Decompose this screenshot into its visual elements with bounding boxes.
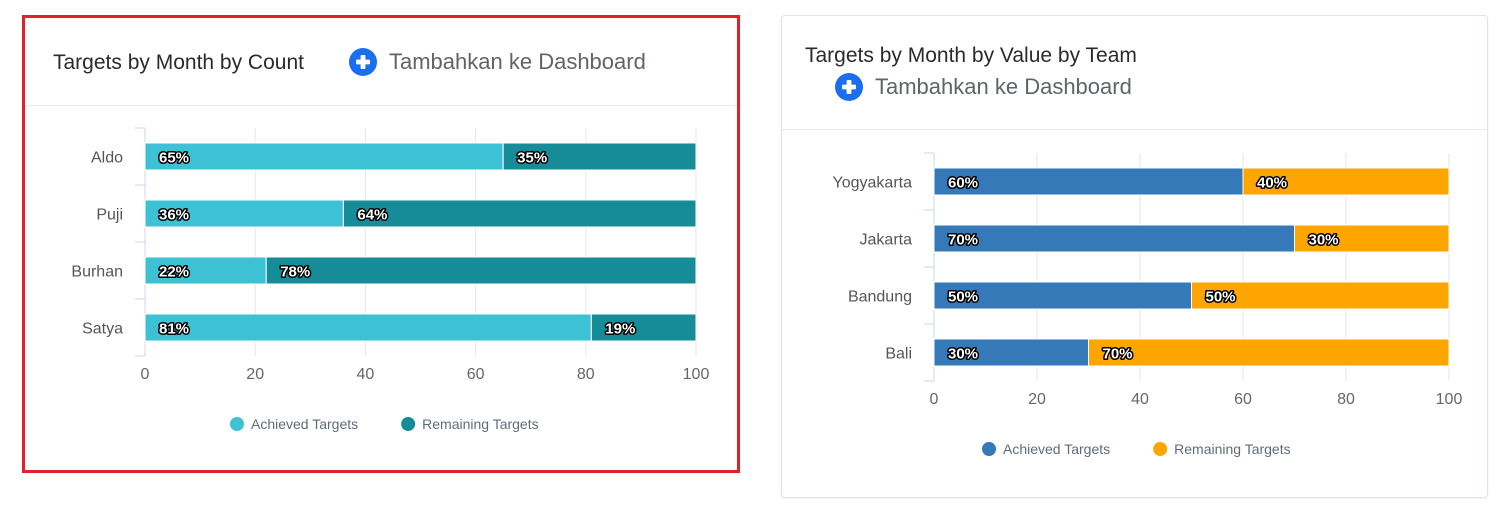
bar-segment: [1242, 167, 1450, 196]
data-label: 81%: [159, 321, 189, 338]
plus-circle-icon: [835, 73, 863, 101]
data-label: 22%: [159, 264, 189, 281]
x-tick-label: 100: [683, 366, 710, 383]
stacked-bar-chart-value-by-team: Yogyakarta 60% 40% Jakarta 70% 30% Bandung 50% 5…: [833, 152, 1463, 457]
add-to-dashboard-button[interactable]: Tambahkan ke Dashboard: [835, 73, 1132, 101]
category-label: Burhan: [71, 264, 123, 281]
data-label: 70%: [1103, 346, 1133, 363]
bar-segment: [933, 338, 1089, 367]
category-label: Aldo: [91, 150, 123, 167]
card-title: Targets by Month by Count: [53, 51, 304, 74]
x-tick-label: 40: [1131, 391, 1149, 408]
data-label: 65%: [159, 150, 189, 167]
legend-label: Remaining Targets: [1174, 441, 1290, 457]
x-tick-label: 80: [1337, 391, 1355, 408]
category-label: Satya: [82, 321, 123, 338]
bar-segment: [1294, 224, 1450, 253]
chart-card-targets-by-value-by-team: Targets by Month by Value by Team Tambah…: [781, 15, 1488, 498]
data-label: 40%: [1257, 175, 1287, 192]
x-tick-label: 20: [246, 366, 264, 383]
bar-segment: [144, 313, 592, 342]
data-label: 30%: [1309, 232, 1339, 249]
bar-segment: [144, 256, 267, 285]
stacked-bar-chart-count: Aldo 65% 35% Puji 36% 64% Burhan 22% 78% Satya 81%…: [71, 127, 710, 432]
data-label: 70%: [948, 232, 978, 249]
x-tick-label: 100: [1436, 391, 1463, 408]
data-label: 50%: [1206, 289, 1236, 306]
category-label: Yogyakarta: [833, 175, 913, 192]
card-title: Targets by Month by Value by Team: [805, 44, 1137, 67]
data-label: 36%: [159, 207, 189, 224]
legend-marker: [401, 417, 416, 431]
plus-circle-icon: [349, 48, 377, 76]
data-label: 30%: [948, 346, 978, 363]
add-to-dashboard-label: Tambahkan ke Dashboard: [875, 74, 1132, 99]
x-tick-label: 0: [141, 366, 150, 383]
category-label: Bandung: [848, 289, 912, 306]
legend-marker: [982, 442, 996, 456]
bar-segment: [1088, 338, 1450, 367]
bar-segment: [502, 142, 697, 171]
bar-segment: [933, 167, 1244, 196]
x-tick-label: 60: [1234, 391, 1252, 408]
bar-segment: [933, 281, 1192, 310]
bar-segment: [144, 142, 504, 171]
bar-segment: [1191, 281, 1450, 310]
category-label: Jakarta: [860, 232, 913, 249]
legend-label: Achieved Targets: [251, 416, 358, 432]
data-label: 50%: [948, 289, 978, 306]
card-header: Targets by Month by Count Tambahkan ke D…: [25, 18, 737, 106]
add-to-dashboard-label: Tambahkan ke Dashboard: [389, 49, 646, 74]
bar-segment: [144, 199, 344, 228]
legend-marker: [1153, 442, 1168, 456]
bar-segment: [933, 224, 1295, 253]
legend-marker: [230, 417, 244, 431]
legend-label: Remaining Targets: [422, 416, 538, 432]
data-label: 64%: [357, 207, 387, 224]
data-label: 60%: [948, 175, 978, 192]
legend-label: Achieved Targets: [1003, 441, 1110, 457]
category-label: Bali: [885, 346, 912, 363]
chart-card-targets-by-count: Targets by Month by Count Tambahkan ke D…: [22, 15, 740, 473]
x-tick-label: 40: [357, 366, 375, 383]
add-to-dashboard-button[interactable]: Tambahkan ke Dashboard: [349, 48, 646, 76]
x-tick-label: 80: [577, 366, 595, 383]
card-header: Targets by Month by Value by Team Tambah…: [782, 16, 1487, 130]
data-label: 35%: [517, 150, 547, 167]
x-tick-label: 20: [1028, 391, 1046, 408]
bar-segment: [265, 256, 697, 285]
bar-segment: [342, 199, 697, 228]
data-label: 19%: [605, 321, 635, 338]
data-label: 78%: [280, 264, 310, 281]
bar-segment: [590, 313, 697, 342]
x-tick-label: 60: [467, 366, 485, 383]
category-label: Puji: [96, 207, 123, 224]
x-tick-label: 0: [930, 391, 939, 408]
